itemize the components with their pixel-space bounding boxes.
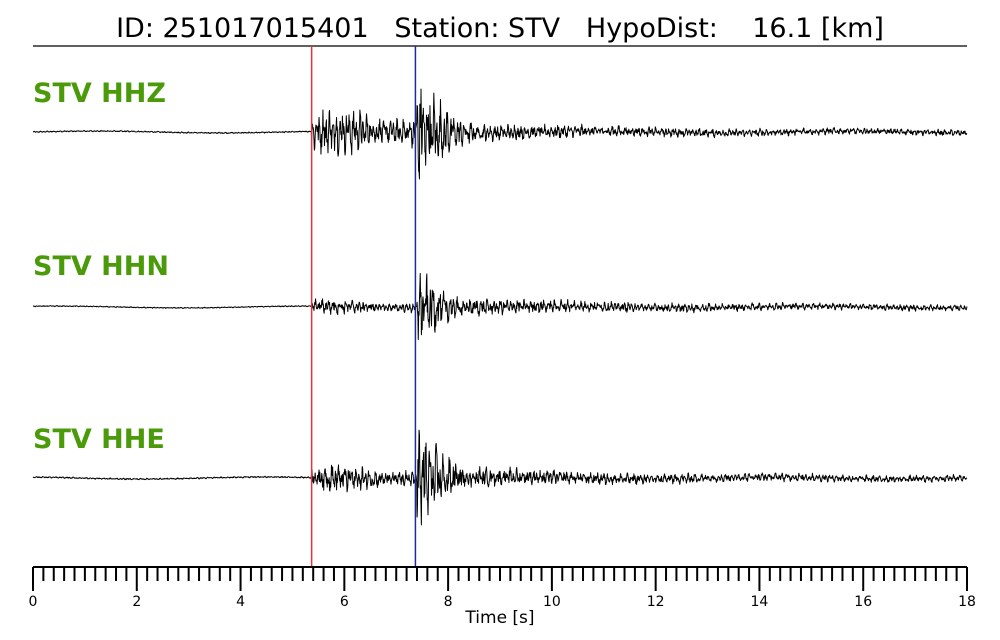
x-tick-label: 4 bbox=[236, 594, 245, 610]
waveform-trace bbox=[32, 429, 968, 526]
x-tick-label: 10 bbox=[543, 594, 561, 610]
pick-lines bbox=[310, 46, 417, 567]
trace-label: STV HHN bbox=[33, 251, 169, 282]
x-tick-label: 12 bbox=[647, 594, 665, 610]
chart-title: ID: 251017015401 Station: STV HypoDist: … bbox=[116, 13, 884, 44]
trace-label: STV HHE bbox=[33, 424, 165, 455]
x-tick-label: 0 bbox=[29, 594, 38, 610]
trace-label: STV HHZ bbox=[33, 78, 166, 109]
trace-panel: STV HHZ STV HHN STV HHE bbox=[32, 78, 968, 526]
waveform-trace bbox=[32, 88, 968, 180]
x-tick-label: 14 bbox=[751, 594, 769, 610]
waveform-trace bbox=[32, 272, 968, 341]
time-axis: 0 2 4 6 8 10 12 14 16 18 Time [s] bbox=[29, 566, 976, 628]
x-tick-label: 8 bbox=[444, 594, 453, 610]
x-tick-label: 2 bbox=[132, 594, 141, 610]
x-tick-label: 6 bbox=[340, 594, 349, 610]
x-tick-label: 18 bbox=[958, 594, 976, 610]
x-tick-label: 16 bbox=[854, 594, 872, 610]
x-axis-label: Time [s] bbox=[464, 608, 534, 628]
